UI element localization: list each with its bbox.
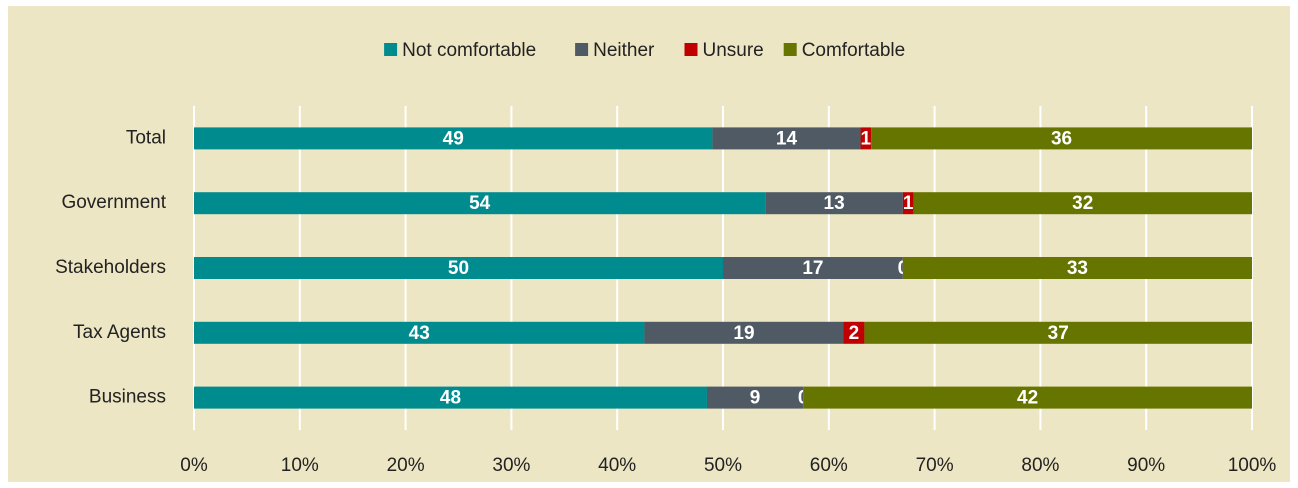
bar-segment [902,257,1252,279]
legend-swatch [575,43,589,56]
legend-label: Not comfortable [402,40,536,61]
bar-segment [194,321,645,344]
value-label: 43 [409,323,430,344]
value-label: 1 [861,128,872,149]
x-tick-label: 70% [916,455,954,476]
legend-swatch [384,43,398,56]
value-label: 49 [443,128,464,149]
value-label: 13 [824,193,845,214]
value-label: 9 [750,388,761,409]
chart-background [8,6,1290,482]
x-tick-label: 100% [1228,455,1277,476]
bar-segment [864,321,1252,344]
value-label: 32 [1072,193,1093,214]
bar-segment [723,257,903,279]
bar-segment [860,127,872,150]
value-label: 14 [776,128,798,149]
legend-swatch [684,43,698,56]
value-label: 17 [802,258,823,279]
bar-segment [803,386,1252,409]
x-tick-label: 40% [598,455,636,476]
bar-segment [644,321,844,344]
legend-swatch [783,43,797,56]
bar-segment [194,257,723,279]
bar-segment [194,192,766,215]
value-label: 48 [440,388,461,409]
y-tick-label: Stakeholders [55,257,166,278]
value-label: 19 [733,323,754,344]
bar-segment [194,386,707,409]
y-tick-label: Business [89,387,166,408]
x-tick-label: 0% [180,455,208,476]
x-tick-label: 60% [810,455,848,476]
value-label: 37 [1048,323,1069,344]
y-tick-label: Tax Agents [73,322,166,343]
value-label: 54 [469,193,491,214]
x-tick-label: 20% [387,455,425,476]
x-tick-label: 30% [492,455,530,476]
x-tick-label: 50% [704,455,742,476]
x-tick-label: 90% [1127,455,1165,476]
value-label: 42 [1017,388,1038,409]
legend-label: Unsure [703,40,764,61]
bar-segment [902,192,914,215]
bar-segment [194,127,713,150]
value-label: 36 [1051,128,1072,149]
bar-segment [843,321,865,344]
legend-label: Neither [593,40,655,61]
value-label: 33 [1067,258,1088,279]
x-tick-label: 10% [281,455,319,476]
value-label: 1 [903,193,914,214]
bar-segment [712,127,861,150]
x-tick-label: 80% [1021,455,1059,476]
y-tick-label: Government [61,192,166,213]
value-label: 50 [448,258,469,279]
legend-label: Comfortable [802,40,906,61]
bar-segment [913,192,1252,215]
bar-segment [706,386,804,409]
value-label: 2 [849,323,860,344]
bar-segment [871,127,1252,150]
y-tick-label: Total [126,127,166,148]
bar-segment [765,192,903,215]
